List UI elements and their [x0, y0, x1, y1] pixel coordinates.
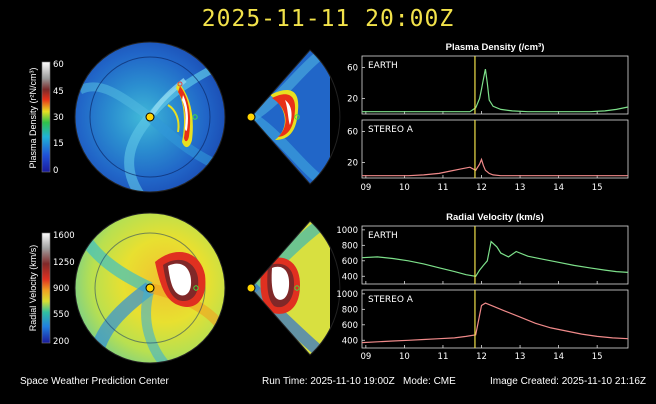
- footer-mode: Mode: CME: [403, 376, 456, 387]
- panel-label: EARTH: [368, 231, 398, 241]
- chart-title: Plasma Density (/cm³): [446, 42, 545, 53]
- panel-label: STEREO A: [368, 125, 414, 135]
- density-colorbar-label: Plasma Density (r²N/cm³): [28, 67, 38, 168]
- density-tick-45: 45: [53, 87, 64, 97]
- sun-marker: [145, 283, 155, 293]
- series-line-earth: [362, 68, 629, 113]
- density-tick-60: 60: [53, 60, 64, 70]
- velocity-tick-550: 550: [53, 310, 69, 320]
- footer-run-time: Run Time: 2025-11-10 19:00Z: [262, 376, 395, 387]
- page-title: 2025-11-11 20:00Z: [201, 6, 455, 32]
- footer-agency: Space Weather Prediction Center: [20, 376, 169, 387]
- x-tick-label: 14: [553, 352, 564, 362]
- earth-marker: [193, 285, 199, 291]
- density-timeseries-chart: Plasma Density (/cm³) 20 60 EARTH 20 60 STEREO…: [347, 42, 629, 193]
- density-colorbar: Plasma Density (r²N/cm³) 60 45 30 15 0: [28, 60, 64, 176]
- x-tick-label: 12: [476, 352, 487, 362]
- earth-marker: [192, 114, 198, 120]
- panel-frame: [361, 289, 629, 349]
- velocity-colorbar: Radial Velocity (km/s) 1600 1250 900 550…: [28, 231, 75, 347]
- x-tick-label: 13: [515, 183, 526, 193]
- sun-marker: [246, 283, 256, 293]
- earth-marker: [294, 285, 300, 291]
- y-tick-label: 20: [347, 159, 358, 169]
- x-tick-label: 15: [592, 183, 603, 193]
- x-tick-label: 10: [399, 352, 410, 362]
- y-tick-label: 20: [347, 95, 358, 105]
- x-tick-label: 15: [592, 352, 603, 362]
- x-tick-label: 13: [515, 352, 526, 362]
- sun-marker: [246, 112, 256, 122]
- chart-panel-earth: 20 60 EARTH: [347, 55, 629, 115]
- x-tick-label: 09: [360, 183, 371, 193]
- y-tick-label: 60: [347, 128, 358, 138]
- x-tick-label: 11: [438, 352, 449, 362]
- density-tick-15: 15: [53, 139, 64, 149]
- y-tick-label: 600: [342, 257, 358, 267]
- chart-title: Radial Velocity (km/s): [446, 212, 544, 223]
- stereo-a-marker: [177, 81, 183, 87]
- series-line-stereo-a: [362, 157, 628, 177]
- y-tick-label: 600: [342, 321, 358, 331]
- x-tick-label: 11: [438, 183, 449, 193]
- density-tick-0: 0: [53, 166, 58, 176]
- y-tick-label: 400: [342, 336, 358, 346]
- x-tick-label: 12: [476, 183, 487, 193]
- panel-frame: [361, 119, 629, 179]
- chart-panel-earth: 1000 800 600 400 EARTH: [336, 225, 629, 285]
- footer-image-created: Image Created: 2025-11-10 21:16Z: [490, 376, 647, 387]
- chart-panel-stereo-a: 1000 800 600 400 STEREO A: [336, 289, 629, 349]
- velocity-tick-900: 900: [53, 284, 69, 294]
- sun-marker: [145, 112, 155, 122]
- footer-run-info: Run Time: 2025-11-10 19:00Z Mode: CME: [262, 376, 456, 387]
- chart-panel-stereo-a: 20 60 STEREO A: [347, 119, 629, 179]
- panel-frame: [361, 55, 629, 115]
- velocity-tick-1600: 1600: [53, 231, 75, 241]
- velocity-colorbar-label: Radial Velocity (km/s): [28, 245, 38, 332]
- density-tick-30: 30: [53, 113, 64, 123]
- velocity-timeseries-chart: Radial Velocity (km/s) 1000 800 600 400 EARTH…: [336, 212, 629, 362]
- velocity-tick-200: 200: [53, 337, 69, 347]
- x-tick-label: 10: [399, 183, 410, 193]
- earth-marker: [294, 114, 300, 120]
- velocity-tick-1250: 1250: [53, 258, 75, 268]
- panel-label: EARTH: [368, 61, 398, 71]
- y-tick-label: 400: [342, 272, 358, 282]
- velocity-ecliptic-map: [74, 212, 226, 364]
- series-line-earth: [361, 240, 629, 277]
- y-tick-label: 800: [342, 305, 358, 315]
- density-ecliptic-map: [74, 41, 226, 193]
- y-tick-label: 1000: [336, 290, 358, 300]
- y-tick-label: 60: [347, 64, 358, 74]
- panel-frame: [361, 225, 629, 285]
- x-tick-label: 09: [360, 352, 371, 362]
- y-tick-label: 1000: [336, 226, 358, 236]
- velocity-meridional-map: [246, 220, 341, 356]
- y-tick-label: 800: [342, 241, 358, 251]
- panel-label: STEREO A: [368, 295, 414, 305]
- density-meridional-map: [246, 49, 341, 185]
- series-line-stereo-a: [361, 302, 629, 344]
- x-tick-label: 14: [553, 183, 564, 193]
